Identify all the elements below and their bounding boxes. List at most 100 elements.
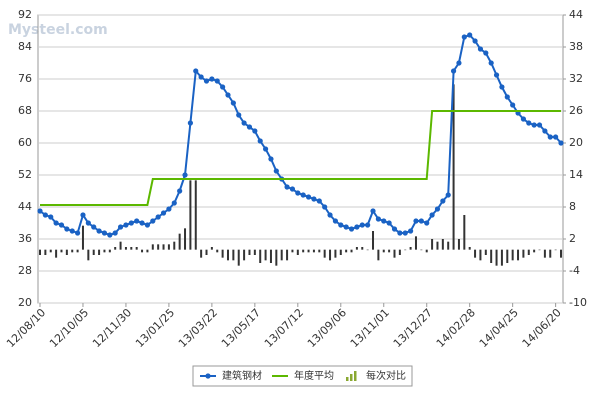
- point: [375, 216, 381, 222]
- y2-tick-label: 20: [569, 136, 583, 149]
- x-tick-label: 13/01/25: [133, 306, 177, 350]
- bar: [280, 249, 283, 261]
- y-tick-label: 60: [18, 136, 32, 149]
- bar: [87, 249, 90, 261]
- point: [96, 228, 102, 234]
- bar: [377, 249, 380, 261]
- bar: [527, 249, 530, 255]
- point: [391, 226, 398, 232]
- bar: [103, 249, 106, 253]
- bar: [372, 231, 375, 250]
- point: [456, 60, 462, 66]
- bar: [425, 249, 428, 253]
- bar: [151, 244, 154, 250]
- x-tick-label: 12/10/05: [47, 306, 91, 350]
- bar: [264, 249, 267, 261]
- bar: [296, 249, 299, 255]
- point: [69, 228, 75, 234]
- point: [257, 138, 263, 144]
- point: [477, 46, 484, 52]
- point: [289, 186, 296, 192]
- point: [348, 226, 355, 232]
- bar: [414, 236, 417, 250]
- bar: [506, 249, 509, 263]
- point: [209, 76, 215, 82]
- bar: [329, 249, 332, 261]
- point: [365, 222, 371, 228]
- point: [252, 128, 258, 134]
- bar: [189, 180, 192, 250]
- bar: [124, 247, 127, 250]
- point: [42, 212, 48, 218]
- bar: [167, 244, 170, 250]
- bar: [522, 249, 525, 258]
- legend-icon: [354, 371, 357, 381]
- bar: [248, 249, 251, 255]
- point: [440, 198, 446, 204]
- point: [53, 220, 59, 226]
- bar: [490, 249, 493, 263]
- bar: [135, 247, 138, 250]
- bar: [200, 249, 203, 258]
- bar: [479, 249, 482, 261]
- point: [311, 196, 317, 202]
- legend-icon: [350, 374, 353, 381]
- bar: [98, 249, 101, 255]
- bar: [318, 249, 321, 253]
- bar: [157, 244, 160, 250]
- bar: [323, 249, 326, 258]
- y2-tick-label: 32: [569, 72, 583, 85]
- point: [273, 168, 279, 174]
- y-tick-label: 20: [18, 296, 32, 309]
- bar: [210, 247, 213, 250]
- bar: [560, 249, 562, 258]
- bar: [55, 249, 58, 258]
- y2-tick-label: -4: [569, 264, 580, 277]
- point: [450, 68, 457, 74]
- bar: [194, 180, 197, 250]
- bar: [404, 249, 407, 251]
- point: [230, 100, 236, 106]
- point: [434, 206, 441, 212]
- bar: [495, 249, 498, 266]
- bar: [302, 249, 305, 253]
- legend-label: 每次对比: [366, 369, 406, 382]
- point: [123, 222, 129, 228]
- x-tick-label: 13/09/06: [305, 306, 349, 350]
- bar: [511, 249, 514, 261]
- point: [461, 34, 467, 40]
- point: [107, 232, 113, 238]
- point: [139, 220, 145, 226]
- bar: [226, 249, 229, 261]
- y-tick-label: 68: [18, 104, 32, 117]
- bar: [141, 249, 144, 253]
- y2-tick-label: 8: [569, 200, 576, 213]
- point: [531, 122, 537, 128]
- x-tick-label: 12/08/10: [4, 306, 48, 350]
- x-tick-label: 14/04/25: [477, 306, 521, 350]
- point: [284, 184, 290, 190]
- point: [305, 194, 312, 200]
- y-tick-label: 84: [18, 40, 32, 53]
- bar: [162, 244, 165, 250]
- bar: [549, 249, 552, 258]
- bar: [533, 249, 536, 253]
- bar: [76, 249, 79, 253]
- point: [58, 222, 65, 228]
- bar: [457, 239, 460, 250]
- point: [499, 84, 505, 90]
- point: [493, 72, 500, 78]
- x-tick-label: 13/12/27: [391, 306, 435, 350]
- point: [359, 222, 365, 228]
- bar: [366, 249, 369, 251]
- bar: [420, 249, 423, 251]
- bar: [500, 249, 503, 266]
- bar: [221, 249, 224, 258]
- y-tick-label: 36: [18, 232, 32, 245]
- x-tick-label: 13/03/22: [176, 306, 220, 350]
- y-tick-label: 44: [18, 200, 32, 213]
- point: [85, 220, 91, 226]
- point: [241, 120, 247, 126]
- point: [386, 220, 392, 226]
- bar: [538, 249, 541, 251]
